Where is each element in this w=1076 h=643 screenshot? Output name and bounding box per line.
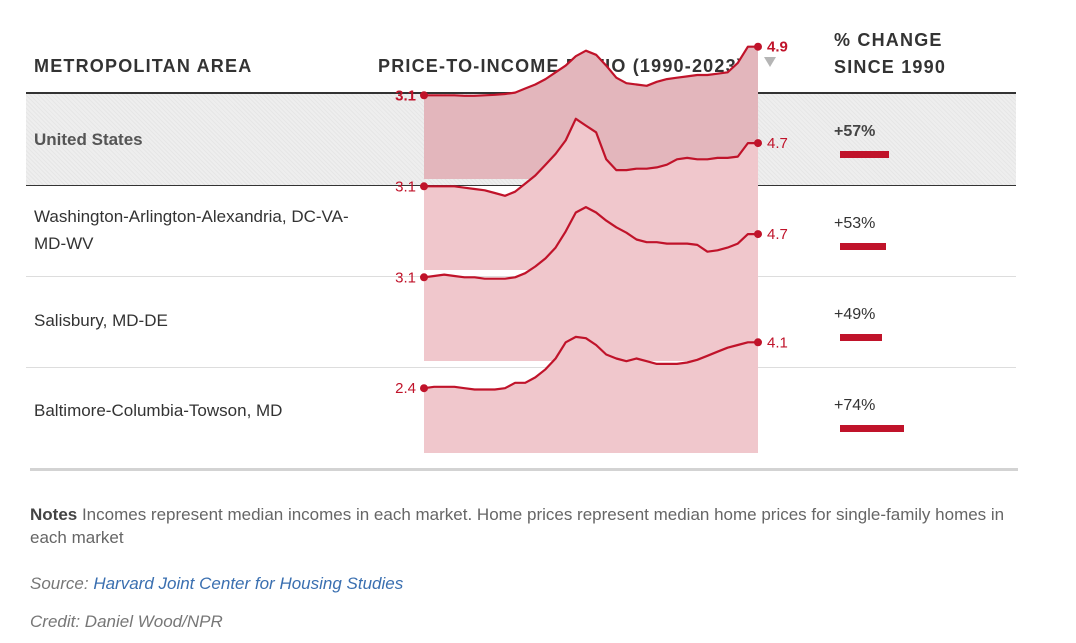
source-link[interactable]: Harvard Joint Center for Housing Studies <box>93 574 404 593</box>
column-header-change: % CHANGE SINCE 1990 <box>834 27 946 81</box>
sparkline: 2.4 4.1 <box>395 334 788 453</box>
start-value-label: 3.1 <box>395 87 416 104</box>
end-point <box>754 42 762 51</box>
sparkline-line <box>423 335 758 391</box>
pct-change-value: +74% <box>834 397 876 414</box>
column-header-ratio[interactable]: PRICE-TO-INCOME RATIO (1990-2023) <box>378 56 744 76</box>
source: Source: Harvard Joint Center for Housing… <box>30 574 403 594</box>
pct-change-bar <box>840 243 886 250</box>
end-point <box>754 338 762 347</box>
credit: Credit: Daniel Wood/NPR <box>30 612 223 631</box>
row-divider <box>26 185 1016 186</box>
start-value-label: 3.1 <box>395 178 416 195</box>
pct-change-bar <box>840 334 882 341</box>
end-value-label: 4.7 <box>767 226 788 243</box>
sparkline-line <box>424 45 758 97</box>
start-value-label: 3.1 <box>395 269 416 286</box>
table-row: Baltimore-Columbia-Towson, MD 2.4 4.1 +74% <box>26 334 1016 458</box>
pct-change-value: +49% <box>834 306 876 323</box>
area-name: United States <box>34 130 143 149</box>
sparkline-area <box>424 336 758 453</box>
end-value-label: 4.7 <box>767 135 788 152</box>
pct-change-bar <box>840 151 889 158</box>
end-value-label: 4.9 <box>767 39 788 56</box>
sparkline-area <box>424 46 758 180</box>
table-bottom-rule <box>30 468 1018 471</box>
start-point <box>420 91 428 100</box>
sparkline: 3.1 4.9 <box>395 39 788 180</box>
sparkline: 3.1 4.7 <box>395 206 788 361</box>
start-point <box>420 273 428 282</box>
area-name: Baltimore-Columbia-Towson, MD <box>34 401 283 420</box>
pct-change-value: +57% <box>834 123 876 140</box>
table-row: Salisbury, MD-DE 3.1 4.7 +49% <box>26 206 1016 367</box>
end-point <box>754 139 762 148</box>
sparkline-line <box>424 117 758 197</box>
column-header-change-line2: SINCE 1990 <box>834 57 947 77</box>
area-name: Salisbury, MD-DE <box>34 311 168 330</box>
sort-descending-icon[interactable] <box>764 57 776 67</box>
pct-change-value: +53% <box>834 215 876 232</box>
area-name: Washington-Arlington-Alexandria, DC-VA-M… <box>34 207 349 253</box>
sparkline: 3.1 4.7 <box>395 117 788 270</box>
sparkline-area <box>424 118 758 270</box>
table-row: Washington-Arlington-Alexandria, DC-VA-M… <box>26 117 1016 276</box>
notes-text: Incomes represent median incomes in each… <box>30 505 1005 547</box>
start-value-label: 2.4 <box>395 380 416 397</box>
source-label: Source: <box>30 574 94 593</box>
column-header-area: METROPOLITAN AREA <box>34 56 253 76</box>
start-point <box>420 384 428 393</box>
end-value-label: 4.1 <box>767 334 788 351</box>
column-header-change-line1: % CHANGE <box>834 30 943 50</box>
table-row: United States 3.1 4.9 +57% <box>26 39 1016 185</box>
notes: Notes Incomes represent median incomes i… <box>30 503 1040 549</box>
end-point <box>754 230 762 239</box>
pct-change-bar <box>840 425 904 432</box>
sparkline-line <box>423 206 758 280</box>
start-point <box>420 182 428 191</box>
notes-label: Notes <box>30 505 78 524</box>
sparkline-area <box>424 207 758 361</box>
row-divider <box>26 367 1016 368</box>
